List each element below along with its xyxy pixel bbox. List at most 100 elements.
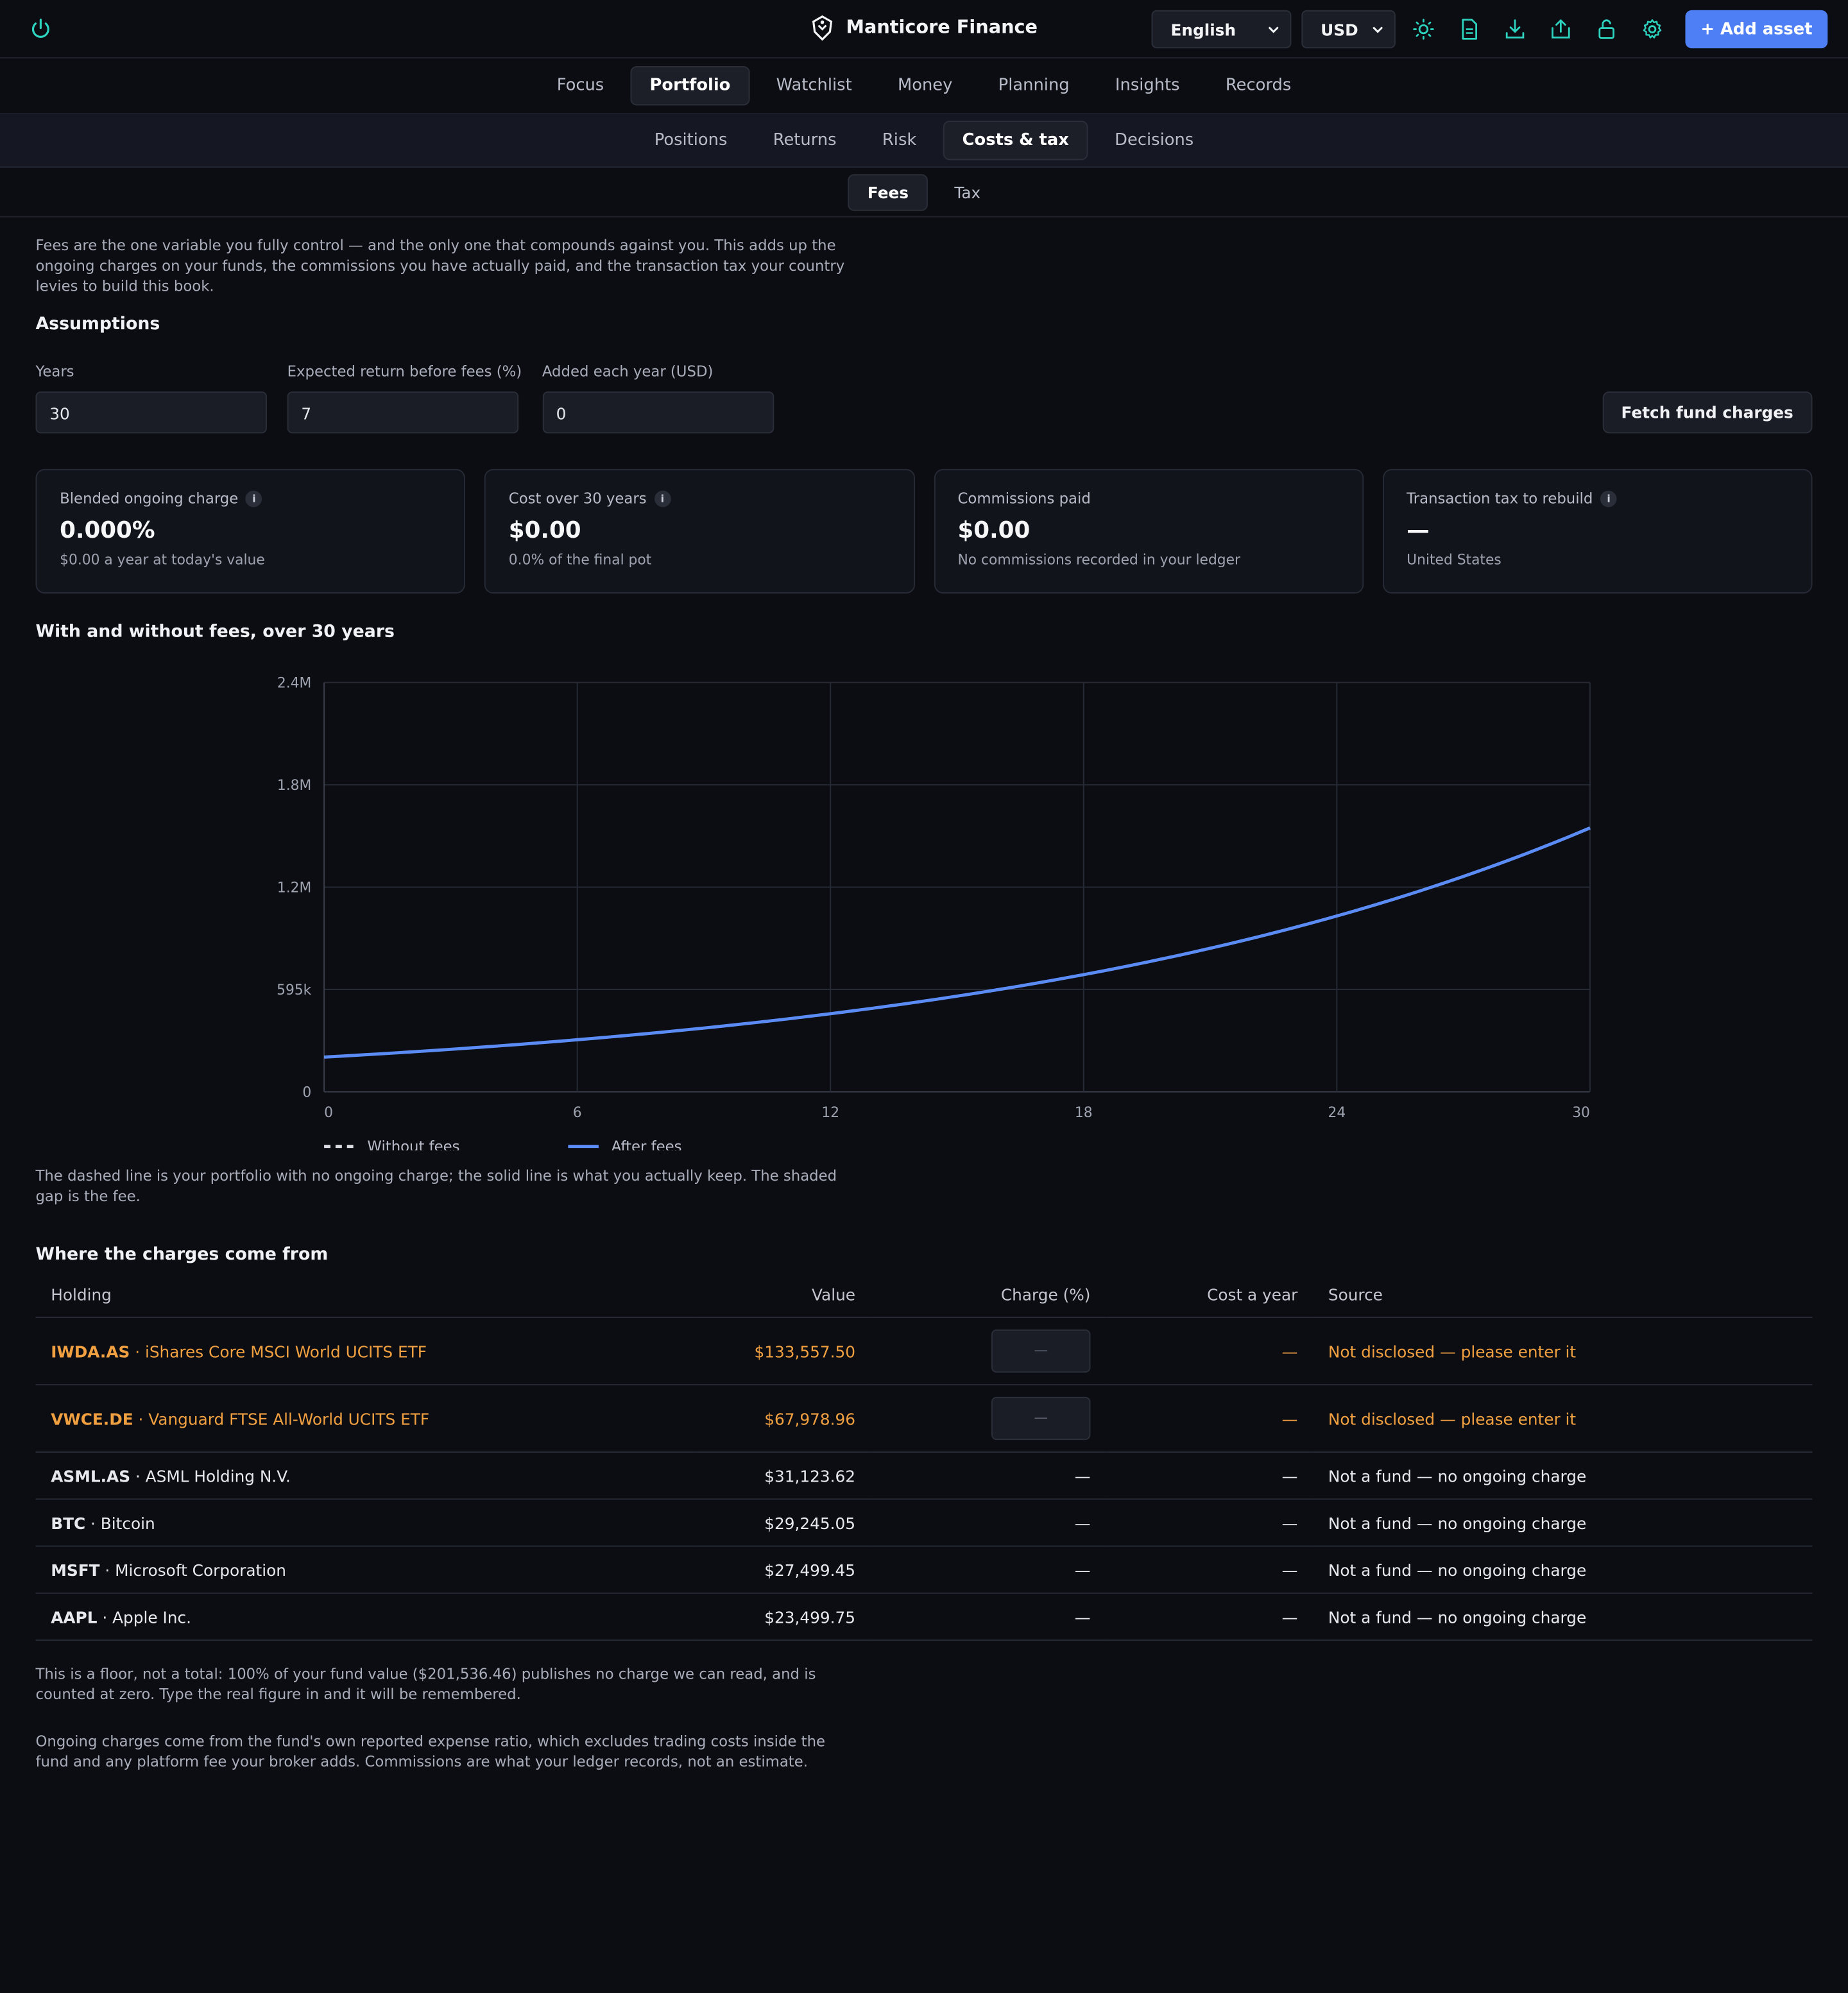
separator: ·	[97, 1607, 113, 1627]
separator: ·	[130, 1341, 145, 1361]
card-value: —	[1407, 517, 1430, 544]
subtab-positions[interactable]: Positions	[654, 131, 728, 150]
value-cell: $27,499.45	[696, 1546, 871, 1594]
x-tick-label: 6	[573, 1105, 582, 1121]
summary-card: Cost over 30 years i $0.00 0.0% of the fina…	[484, 468, 915, 594]
content: Fees are the one variable you fully cont…	[0, 235, 1848, 1772]
charge-cell: —	[870, 1385, 1106, 1453]
unlock-icon	[1598, 19, 1615, 39]
power-icon[interactable]	[28, 17, 54, 42]
holding-cell: VWCE.DE · Vanguard FTSE All-World UCITS …	[35, 1385, 697, 1453]
cost-cell: —	[1106, 1546, 1313, 1594]
card-subtext: No commissions recorded in your ledger	[957, 551, 1240, 569]
tab-watchlist[interactable]: Watchlist	[776, 76, 852, 96]
charge-value: —	[1074, 1513, 1091, 1532]
years-input[interactable]: 30	[35, 391, 267, 434]
subtab-returns[interactable]: Returns	[773, 131, 837, 150]
source-cell: Not disclosed — please enter it	[1313, 1385, 1813, 1453]
tab-portfolio[interactable]: Portfolio	[630, 65, 750, 106]
charge-input[interactable]: —	[991, 1329, 1091, 1373]
charges-footnote: Ongoing charges come from the fund's own…	[35, 1732, 826, 1771]
card-subtext: $0.00 a year at today's value	[60, 551, 265, 569]
charge-cell: —	[870, 1593, 1106, 1641]
manticore-logo-icon	[812, 15, 832, 41]
tab-fees[interactable]: Fees	[848, 173, 928, 210]
fetch-fund-charges-button[interactable]: Fetch fund charges	[1602, 391, 1813, 434]
years-field: Years 30	[35, 363, 267, 434]
header-value: Value	[696, 1285, 871, 1319]
language-select[interactable]: English	[1151, 10, 1292, 49]
charge-input[interactable]: —	[991, 1396, 1091, 1441]
export-button[interactable]	[1543, 10, 1579, 48]
ticker: ASML.AS	[51, 1466, 131, 1485]
brand: Manticore Finance	[0, 15, 1848, 41]
tab-planning[interactable]: Planning	[998, 76, 1070, 96]
card-value: $0.00	[957, 517, 1031, 544]
subtab-costs-and-tax[interactable]: Costs & tax	[943, 121, 1088, 160]
third-nav: Fees Tax	[0, 167, 1848, 218]
source-cell: Not a fund — no ongoing charge	[1313, 1546, 1813, 1594]
charges-table: Holding Value Charge (%) Cost a year Sou…	[35, 1285, 1813, 1641]
series-line-without-fees	[323, 826, 1591, 1059]
info-icon[interactable]: i	[654, 490, 671, 507]
source-cell: Not disclosed — please enter it	[1313, 1317, 1813, 1386]
source-cell: Not a fund — no ongoing charge	[1313, 1451, 1813, 1500]
table-header-row: Holding Value Charge (%) Cost a year Sou…	[35, 1285, 1813, 1319]
charge-value: —	[1074, 1466, 1091, 1485]
added-field: Added each year (USD) 0	[542, 363, 774, 434]
currency-value: USD	[1321, 19, 1358, 39]
main-nav: Focus Portfolio Watchlist Money Planning Insi…	[0, 58, 1848, 115]
header-charge: Charge (%)	[870, 1285, 1106, 1319]
x-tick-label: 0	[324, 1105, 333, 1121]
tab-tax[interactable]: Tax	[954, 182, 981, 201]
report-button[interactable]	[1451, 10, 1487, 48]
holding-name: Bitcoin	[100, 1513, 155, 1532]
add-asset-button[interactable]: + Add asset	[1685, 10, 1828, 49]
download-icon	[1505, 19, 1525, 38]
card-label: Blended ongoing charge	[60, 489, 239, 508]
summary-card: Blended ongoing charge i 0.000% $0.00 a yea…	[35, 468, 466, 594]
y-tick-label: 1.8M	[277, 778, 311, 794]
document-icon	[1462, 19, 1478, 40]
separator: ·	[130, 1466, 146, 1485]
holding-name: Apple Inc.	[112, 1607, 191, 1627]
info-icon[interactable]: i	[246, 490, 262, 507]
chevron-down-icon	[1268, 26, 1279, 33]
lock-button[interactable]	[1589, 10, 1624, 48]
tab-insights[interactable]: Insights	[1115, 76, 1180, 96]
card-value: $0.00	[508, 517, 581, 544]
subtab-risk[interactable]: Risk	[882, 131, 917, 150]
x-tick-label: 30	[1572, 1105, 1590, 1121]
download-button[interactable]	[1497, 10, 1532, 48]
export-icon	[1552, 19, 1570, 38]
ticker: BTC	[51, 1513, 86, 1532]
holding-cell: BTC · Bitcoin	[35, 1499, 697, 1547]
ticker: IWDA.AS	[51, 1341, 130, 1361]
chart-title: With and without fees, over 30 years	[35, 621, 395, 642]
theme-toggle-button[interactable]	[1406, 10, 1441, 48]
tab-focus[interactable]: Focus	[556, 76, 604, 96]
summary-card: Transaction tax to rebuild i — United State…	[1382, 468, 1813, 594]
ticker: MSFT	[51, 1560, 100, 1580]
return-input[interactable]: 7	[287, 391, 519, 434]
y-tick-label: 595k	[277, 982, 312, 998]
info-icon[interactable]: i	[1600, 490, 1617, 507]
value-cell: $23,499.75	[696, 1593, 871, 1641]
charge-cell: —	[870, 1499, 1106, 1547]
cost-cell: —	[1106, 1593, 1313, 1641]
sun-icon	[1413, 19, 1434, 40]
value-cell: $29,245.05	[696, 1499, 871, 1547]
charge-value: —	[1074, 1560, 1091, 1580]
currency-select[interactable]: USD	[1301, 10, 1396, 49]
added-input[interactable]: 0	[542, 391, 774, 434]
card-label-row: Cost over 30 years i	[509, 490, 891, 507]
chart-svg: 0 595k 1.2M 1.8M 2.4M 0 6 12 18 24 30 Without fees A…	[277, 676, 1591, 1156]
settings-button[interactable]	[1634, 10, 1670, 48]
holding-name: ASML Holding N.V.	[145, 1466, 291, 1485]
subtab-decisions[interactable]: Decisions	[1115, 131, 1194, 150]
table-row: VWCE.DE · Vanguard FTSE All-World UCITS …	[35, 1385, 1813, 1453]
source-cell: Not a fund — no ongoing charge	[1313, 1593, 1813, 1641]
tab-records[interactable]: Records	[1225, 76, 1292, 96]
value-cell: $133,557.50	[696, 1317, 871, 1386]
tab-money[interactable]: Money	[897, 76, 953, 96]
